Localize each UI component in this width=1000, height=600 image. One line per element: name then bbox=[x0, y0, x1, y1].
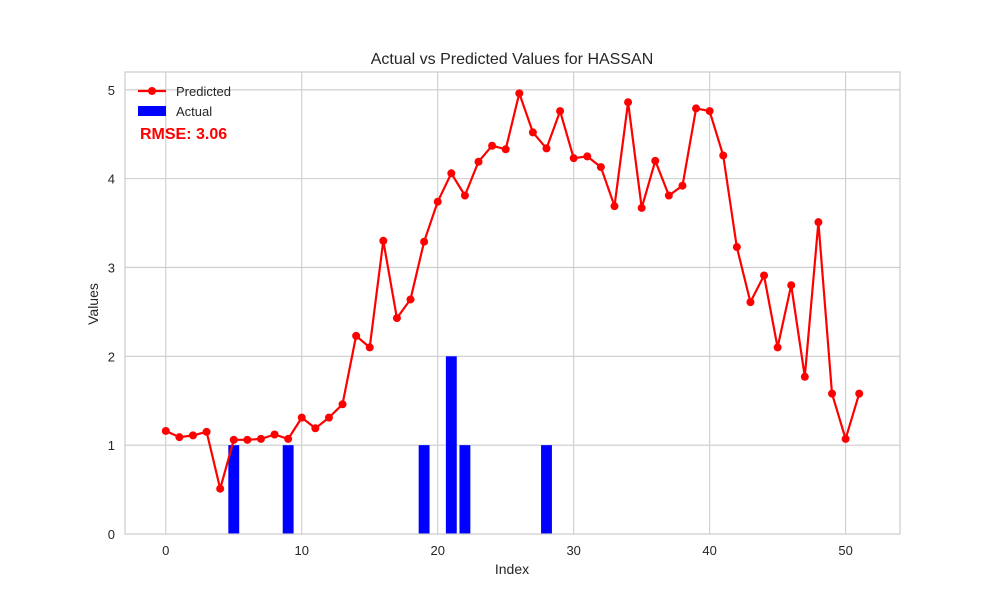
predicted-point bbox=[256, 434, 265, 443]
predicted-point bbox=[528, 128, 537, 137]
predicted-point bbox=[243, 435, 252, 444]
y-tick-label: 0 bbox=[108, 527, 115, 542]
predicted-point bbox=[828, 389, 837, 398]
predicted-point bbox=[284, 434, 293, 443]
predicted-point bbox=[610, 202, 619, 211]
predicted-line bbox=[165, 92, 861, 490]
predicted-point bbox=[433, 197, 442, 206]
predicted-point bbox=[297, 413, 306, 422]
predicted-point bbox=[542, 144, 551, 153]
predicted-point bbox=[651, 156, 660, 165]
chart-title: Actual vs Predicted Values for HASSAN bbox=[371, 51, 654, 68]
actual-bar bbox=[418, 445, 430, 534]
predicted-point bbox=[447, 169, 456, 178]
plot-frame bbox=[124, 71, 901, 535]
predicted-point bbox=[161, 426, 170, 435]
predicted-point bbox=[596, 163, 605, 172]
predicted-point bbox=[814, 218, 823, 227]
x-tick-label: 10 bbox=[295, 543, 309, 558]
predicted-point bbox=[379, 236, 388, 245]
predicted-point bbox=[678, 181, 687, 190]
predicted-point bbox=[855, 389, 864, 398]
predicted-point bbox=[229, 435, 238, 444]
predicted-point bbox=[311, 424, 320, 433]
predicted-point bbox=[175, 433, 184, 442]
predicted-point bbox=[365, 343, 374, 352]
y-tick-label: 1 bbox=[108, 438, 115, 453]
y-tick-label: 2 bbox=[108, 349, 115, 364]
x-tick-label: 20 bbox=[430, 543, 444, 558]
predicted-point bbox=[637, 203, 646, 212]
predicted-point bbox=[719, 151, 728, 160]
legend-actual-swatch bbox=[138, 106, 166, 116]
predicted-point bbox=[583, 152, 592, 161]
predicted-line-layer bbox=[161, 89, 864, 493]
legend: Predicted Actual bbox=[138, 84, 231, 119]
predicted-point bbox=[760, 271, 769, 280]
y-tick-label: 3 bbox=[108, 260, 115, 275]
predicted-point bbox=[188, 431, 197, 440]
y-tick-label: 5 bbox=[108, 83, 115, 98]
predicted-point bbox=[352, 331, 361, 340]
predicted-point bbox=[556, 107, 565, 116]
predicted-point bbox=[488, 141, 497, 150]
predicted-point bbox=[624, 98, 633, 107]
predicted-point bbox=[705, 107, 714, 116]
predicted-point bbox=[773, 343, 782, 352]
predicted-point bbox=[474, 157, 483, 166]
actual-bar bbox=[445, 356, 457, 534]
predicted-point bbox=[664, 191, 673, 200]
actual-bar bbox=[541, 445, 552, 534]
x-tick-label: 0 bbox=[162, 543, 169, 558]
predicted-point bbox=[420, 237, 429, 246]
predicted-point bbox=[692, 104, 701, 113]
predicted-point bbox=[216, 484, 225, 493]
actual-bars bbox=[228, 356, 552, 534]
predicted-point bbox=[324, 413, 333, 422]
y-tick-label: 4 bbox=[108, 172, 115, 187]
predicted-point bbox=[270, 430, 279, 439]
x-tick-label: 50 bbox=[838, 543, 852, 558]
actual-bar bbox=[228, 445, 240, 534]
legend-actual-label: Actual bbox=[176, 104, 212, 119]
predicted-point bbox=[501, 145, 510, 154]
rmse-annotation: RMSE: 3.06 bbox=[140, 126, 227, 143]
x-tick-label: 40 bbox=[702, 543, 716, 558]
actual-bar bbox=[459, 445, 471, 534]
legend-predicted-marker bbox=[148, 87, 156, 95]
predicted-point bbox=[515, 89, 524, 98]
tick-labels: 0 10 20 30 40 50 0 1 2 3 4 5 bbox=[108, 83, 853, 558]
predicted-point bbox=[406, 295, 415, 304]
predicted-point bbox=[338, 400, 347, 409]
plot-area bbox=[125, 72, 900, 534]
predicted-point bbox=[202, 427, 211, 436]
actual-bar bbox=[282, 445, 294, 534]
x-axis-label: Index bbox=[495, 561, 529, 577]
predicted-point bbox=[800, 372, 809, 381]
predicted-point bbox=[460, 191, 469, 200]
y-axis-label: Values bbox=[85, 283, 101, 325]
predicted-point bbox=[746, 298, 755, 307]
predicted-point bbox=[841, 434, 850, 443]
predicted-point bbox=[392, 314, 401, 323]
predicted-point bbox=[787, 281, 796, 290]
predicted-point bbox=[732, 243, 741, 252]
predicted-point bbox=[569, 154, 578, 163]
legend-predicted-label: Predicted bbox=[176, 84, 231, 99]
x-tick-label: 30 bbox=[566, 543, 580, 558]
